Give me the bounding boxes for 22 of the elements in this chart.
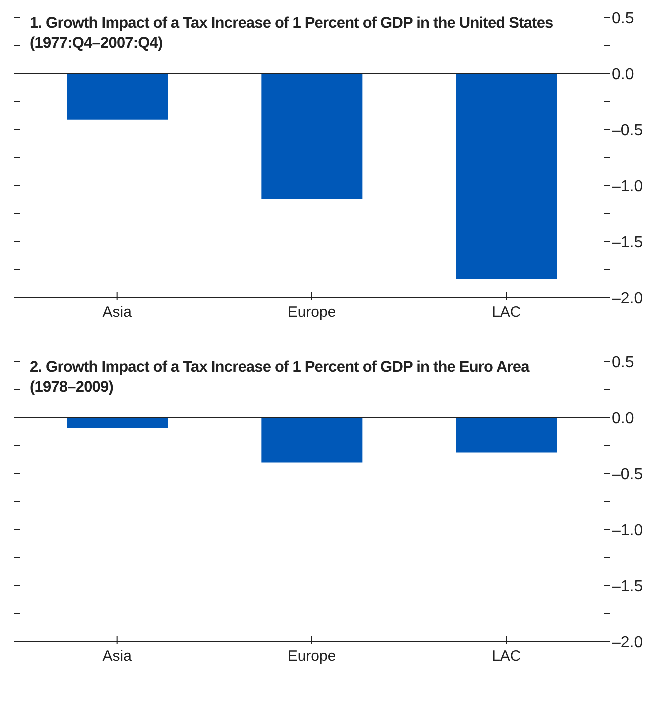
y-tick-label: 0.5 bbox=[612, 10, 634, 28]
y-tick-label: 0.5 bbox=[612, 354, 634, 372]
y-tick-label: –1.0 bbox=[612, 178, 644, 196]
y-tick-label: –1.5 bbox=[612, 234, 644, 252]
y-tick-label: –0.5 bbox=[612, 466, 644, 484]
text: (1978–2009) bbox=[30, 378, 115, 398]
x-tick-label: Asia bbox=[102, 648, 133, 665]
x-tick-label: Europe bbox=[288, 648, 336, 665]
chart-title: 1. Growth Impact of a Tax Increase of 1 Percent of GDP in the United States bbox=[30, 14, 554, 34]
y-tick-label: 0.0 bbox=[612, 410, 634, 428]
y-tick-label: –2.0 bbox=[612, 634, 644, 652]
x-tick-label: LAC bbox=[492, 304, 522, 321]
x-tick-label: Asia bbox=[102, 304, 133, 321]
x-tick-label: Europe bbox=[288, 304, 336, 321]
y-tick-label: –1.5 bbox=[612, 578, 644, 596]
chart-title: 2. Growth Impact of a Tax Increase of 1 Percent of GDP in the Euro Area bbox=[30, 358, 530, 378]
text: (1977:Q4–2007:Q4) bbox=[30, 34, 164, 54]
y-tick-label: –0.5 bbox=[612, 122, 644, 140]
x-tick-label: LAC bbox=[492, 648, 522, 665]
y-tick-label: –1.0 bbox=[612, 522, 644, 540]
y-tick-label: 0.0 bbox=[612, 66, 634, 84]
y-tick-label: –2.0 bbox=[612, 290, 644, 308]
